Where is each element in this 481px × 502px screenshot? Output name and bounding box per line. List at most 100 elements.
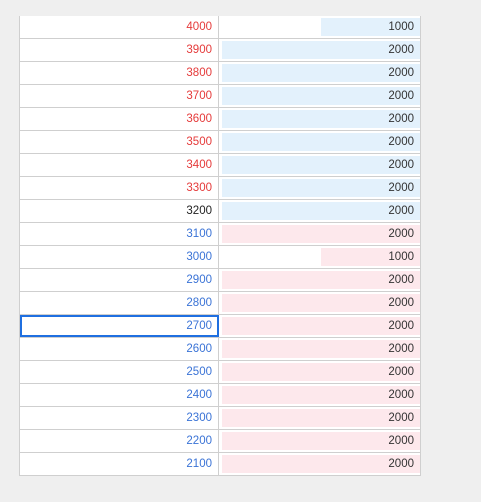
size-bar [222, 340, 420, 358]
price-cell[interactable]: 3500 [20, 131, 219, 153]
size-value: 2000 [388, 320, 414, 332]
size-bar [222, 110, 420, 128]
ladder-row[interactable]: 3400 2000 [20, 154, 420, 177]
size-cell[interactable]: 1000 [220, 16, 420, 38]
price-cell[interactable]: 2100 [20, 453, 219, 475]
size-value: 2000 [388, 67, 414, 79]
price-cell[interactable]: 3200 [20, 200, 219, 222]
price-cell[interactable]: 2500 [20, 361, 219, 383]
size-value: 2000 [388, 366, 414, 378]
size-value: 2000 [388, 136, 414, 148]
size-bar [222, 133, 420, 151]
size-cell[interactable]: 2000 [220, 453, 420, 475]
price-cell[interactable]: 2200 [20, 430, 219, 452]
ladder-row[interactable]: 3900 2000 [20, 39, 420, 62]
price-cell[interactable]: 2900 [20, 269, 219, 291]
size-cell[interactable]: 1000 [220, 246, 420, 268]
size-bar [222, 87, 420, 105]
price-cell[interactable]: 3300 [20, 177, 219, 199]
ladder-row[interactable]: 3200 2000 [20, 200, 420, 223]
price-cell[interactable]: 3900 [20, 39, 219, 61]
size-value: 2000 [388, 389, 414, 401]
price-cell[interactable]: 3100 [20, 223, 219, 245]
size-cell[interactable]: 2000 [220, 223, 420, 245]
size-value: 2000 [388, 44, 414, 56]
ladder-row[interactable]: 2200 2000 [20, 430, 420, 453]
ladder-row[interactable]: 4000 1000 [20, 16, 420, 39]
ladder-row[interactable]: 2600 2000 [20, 338, 420, 361]
size-bar [222, 271, 420, 289]
ladder-row[interactable]: 3700 2000 [20, 85, 420, 108]
size-value: 2000 [388, 159, 414, 171]
price-cell[interactable]: 4000 [20, 16, 219, 38]
price-cell[interactable]: 3800 [20, 62, 219, 84]
price-cell[interactable]: 3600 [20, 108, 219, 130]
size-cell[interactable]: 2000 [220, 292, 420, 314]
size-value: 1000 [388, 21, 414, 33]
price-cell[interactable]: 3700 [20, 85, 219, 107]
size-cell[interactable]: 2000 [220, 315, 420, 337]
size-cell[interactable]: 2000 [220, 269, 420, 291]
size-value: 2000 [388, 228, 414, 240]
size-bar [222, 455, 420, 473]
size-value: 2000 [388, 297, 414, 309]
size-value: 2000 [388, 412, 414, 424]
ladder-row[interactable]: 2700 2000 [20, 315, 420, 338]
ladder-row[interactable]: 2400 2000 [20, 384, 420, 407]
size-bar [222, 156, 420, 174]
ladder-row[interactable]: 3100 2000 [20, 223, 420, 246]
price-cell-selected[interactable]: 2700 [20, 315, 219, 337]
size-value: 1000 [388, 251, 414, 263]
size-bar [222, 317, 420, 335]
ladder-row[interactable]: 3300 2000 [20, 177, 420, 200]
size-value: 2000 [388, 435, 414, 447]
size-value: 2000 [388, 205, 414, 217]
size-cell[interactable]: 2000 [220, 338, 420, 360]
ladder-row[interactable]: 3800 2000 [20, 62, 420, 85]
ladder-row[interactable]: 3600 2000 [20, 108, 420, 131]
size-cell[interactable]: 2000 [220, 154, 420, 176]
size-cell[interactable]: 2000 [220, 39, 420, 61]
ladder-row[interactable]: 3000 1000 [20, 246, 420, 269]
size-cell[interactable]: 2000 [220, 62, 420, 84]
size-cell[interactable]: 2000 [220, 177, 420, 199]
size-bar [222, 179, 420, 197]
size-value: 2000 [388, 113, 414, 125]
size-bar [222, 202, 420, 220]
size-bar [222, 225, 420, 243]
size-cell[interactable]: 2000 [220, 407, 420, 429]
size-value: 2000 [388, 182, 414, 194]
size-bar [222, 64, 420, 82]
size-value: 2000 [388, 343, 414, 355]
size-cell[interactable]: 2000 [220, 108, 420, 130]
size-cell[interactable]: 2000 [220, 384, 420, 406]
size-bar [222, 294, 420, 312]
size-bar [222, 409, 420, 427]
ladder-row[interactable]: 2900 2000 [20, 269, 420, 292]
size-cell[interactable]: 2000 [220, 430, 420, 452]
price-cell[interactable]: 2600 [20, 338, 219, 360]
size-cell[interactable]: 2000 [220, 131, 420, 153]
size-value: 2000 [388, 274, 414, 286]
price-cell[interactable]: 2300 [20, 407, 219, 429]
size-cell[interactable]: 2000 [220, 85, 420, 107]
size-bar [222, 363, 420, 381]
size-cell[interactable]: 2000 [220, 361, 420, 383]
price-cell[interactable]: 2800 [20, 292, 219, 314]
size-bar [321, 248, 420, 266]
price-cell[interactable]: 3400 [20, 154, 219, 176]
size-bar [222, 432, 420, 450]
size-bar [222, 386, 420, 404]
ladder-row[interactable]: 2100 2000 [20, 453, 420, 476]
price-cell[interactable]: 2400 [20, 384, 219, 406]
size-value: 2000 [388, 90, 414, 102]
ladder-row[interactable]: 2300 2000 [20, 407, 420, 430]
ladder-row[interactable]: 2500 2000 [20, 361, 420, 384]
ladder-row[interactable]: 2800 2000 [20, 292, 420, 315]
size-bar [321, 18, 420, 36]
size-cell[interactable]: 2000 [220, 200, 420, 222]
size-value: 2000 [388, 458, 414, 470]
ladder-row[interactable]: 3500 2000 [20, 131, 420, 154]
price-cell[interactable]: 3000 [20, 246, 219, 268]
size-bar [222, 41, 420, 59]
